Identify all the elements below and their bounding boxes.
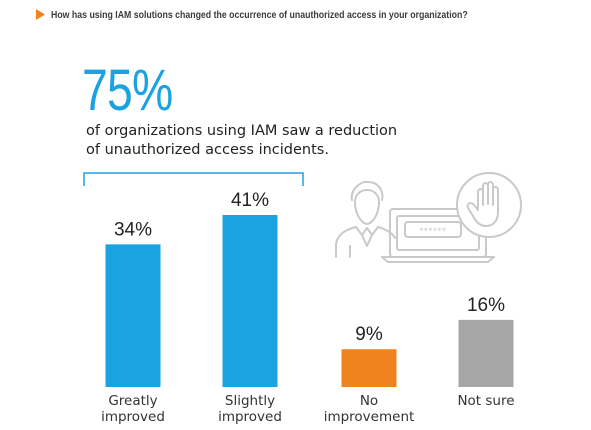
laptop-icon bbox=[381, 208, 495, 263]
svg-text:******: ****** bbox=[420, 227, 447, 236]
category-label-2: No bbox=[360, 393, 378, 409]
bar-3 bbox=[458, 319, 514, 387]
survey-question: How has using IAM solutions changed the … bbox=[51, 10, 468, 21]
category-label-1: Slightly bbox=[225, 393, 275, 409]
bar-1 bbox=[222, 215, 278, 387]
security-illustration: ****** bbox=[335, 172, 522, 263]
headline-text-line-1: of organizations using IAM saw a reducti… bbox=[86, 123, 398, 139]
improved-group-bracket bbox=[83, 172, 304, 186]
category-label-3: Not sure bbox=[457, 393, 514, 409]
bar-value-label-2: 9% bbox=[355, 324, 383, 345]
bar-2 bbox=[341, 349, 397, 387]
headline-percent: 75% bbox=[82, 58, 173, 123]
bar-value-label-0: 34% bbox=[114, 219, 152, 240]
bar-0 bbox=[105, 244, 161, 387]
user-icon bbox=[335, 180, 396, 258]
category-label-2: improvement bbox=[324, 409, 415, 425]
bullet-arrow-icon bbox=[36, 9, 45, 20]
category-label-1: improved bbox=[218, 409, 282, 425]
headline-text-line-2: of unauthorized access incidents. bbox=[86, 142, 329, 158]
category-label-0: improved bbox=[101, 409, 165, 425]
stop-hand-icon bbox=[456, 172, 522, 238]
category-label-0: Greatly bbox=[108, 393, 157, 409]
bar-value-label-3: 16% bbox=[467, 295, 505, 316]
bar-value-label-1: 41% bbox=[231, 190, 269, 211]
password-field-icon: ****** bbox=[404, 221, 462, 238]
